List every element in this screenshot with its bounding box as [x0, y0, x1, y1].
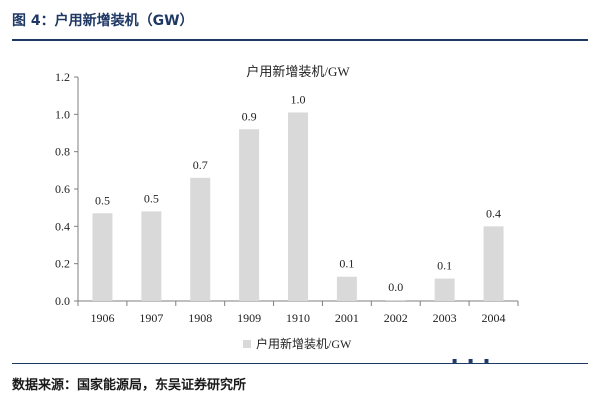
x-tick-label: 1907: [139, 311, 163, 325]
figure-title: 图 4：户用新增装机（GW）: [12, 13, 194, 29]
y-tick-label: 1.0: [55, 107, 70, 121]
bar-2003: [434, 278, 455, 301]
legend: 户用新增装机/GW: [243, 336, 352, 351]
x-tick-label: 1909: [237, 311, 261, 325]
x-tick-label: 1910: [286, 311, 310, 325]
data-label-1908: 0.7: [193, 158, 208, 172]
bar-1910: [288, 112, 308, 301]
footer-divider: [12, 363, 588, 364]
bar-1908: [190, 177, 211, 301]
y-tick-label: 0.4: [55, 219, 70, 233]
data-label-1907: 0.5: [144, 191, 159, 205]
x-tick-label: 1906: [90, 311, 114, 325]
data-label-2001: 0.1: [339, 257, 354, 271]
y-axis: 0.0 0.2 0.4 0.6 0.8 1.0 1.2: [55, 70, 79, 308]
y-tick-label: 0.0: [55, 294, 70, 308]
bar-2004: [483, 226, 504, 301]
title-divider: [12, 39, 588, 41]
y-tick-label: 0.8: [55, 145, 70, 159]
bar-1907: [141, 211, 162, 301]
decorative-dots: ▪ ▪ ▪: [452, 356, 494, 365]
bar-1909: [239, 129, 260, 301]
data-label-1910: 1.0: [291, 92, 306, 106]
x-tick-label: 2001: [335, 311, 359, 325]
x-tick-label: 1908: [188, 311, 212, 325]
data-label-2004: 0.4: [486, 206, 501, 220]
data-label-2002: 0.0: [388, 280, 403, 294]
chart-title: 户用新增装机/GW: [246, 64, 350, 79]
data-source: 数据来源：国家能源局，东吴证券研究所: [12, 378, 247, 393]
bar-2002: [385, 300, 406, 301]
legend-label: 户用新增装机/GW: [256, 336, 352, 351]
bar-1906: [92, 213, 113, 301]
x-tick-label: 2004: [482, 311, 506, 325]
bar-series: 0.5 0.5 0.7 0.9 1.0 0.1 0.0 0.1 0.4: [92, 92, 504, 301]
data-label-1906: 0.5: [95, 193, 110, 207]
data-label-2003: 0.1: [437, 259, 452, 273]
y-tick-label: 0.2: [55, 257, 70, 271]
bar-2001: [336, 276, 357, 301]
y-tick-label: 0.6: [55, 182, 70, 196]
x-axis: 1906 1907 1908 1909 1910 2001 2002 2003 2004: [77, 300, 519, 325]
x-tick-label: 2002: [384, 311, 408, 325]
y-tick-label: 1.2: [55, 70, 70, 84]
data-label-1909: 0.9: [242, 109, 257, 123]
x-tick-label: 2003: [433, 311, 457, 325]
legend-swatch: [243, 340, 251, 348]
